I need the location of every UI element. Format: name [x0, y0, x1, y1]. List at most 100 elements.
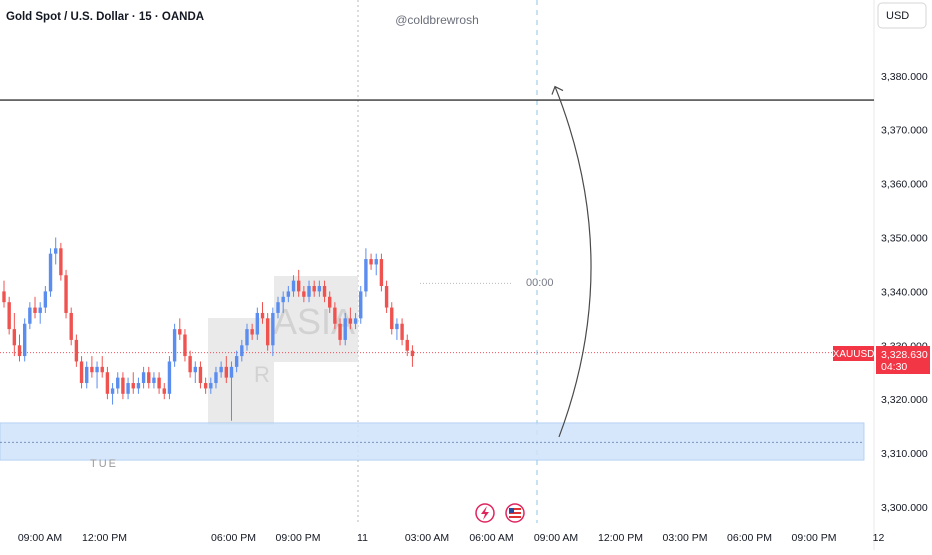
candle[interactable] [198, 361, 203, 389]
candle[interactable] [328, 291, 332, 313]
candle[interactable] [178, 318, 182, 340]
candle-body [333, 307, 337, 324]
candle[interactable] [69, 307, 73, 346]
price-axis-panel[interactable] [874, 0, 932, 550]
price-badge[interactable] [876, 346, 930, 374]
symbol-badge[interactable] [833, 346, 874, 361]
candle[interactable] [265, 312, 270, 351]
candle[interactable] [281, 291, 285, 313]
candle[interactable] [95, 361, 99, 389]
projection-arrow[interactable] [554, 86, 592, 438]
candle[interactable] [157, 372, 161, 394]
candle[interactable] [312, 280, 316, 297]
candle[interactable] [183, 329, 187, 362]
candle[interactable] [33, 296, 37, 319]
candle[interactable] [333, 302, 337, 330]
candle-body [338, 323, 342, 340]
candle[interactable] [260, 302, 265, 324]
demand-zone[interactable] [0, 422, 865, 461]
candle[interactable] [286, 286, 291, 303]
candle[interactable] [302, 286, 306, 303]
countdown-label: 04:30 [881, 361, 907, 373]
candle[interactable] [188, 350, 192, 378]
candle[interactable] [359, 286, 363, 324]
lightning-icon[interactable] [475, 503, 495, 523]
candle[interactable] [136, 377, 141, 394]
time-marker-label: 00:00 [526, 277, 554, 289]
candle[interactable] [271, 307, 275, 357]
candle[interactable] [172, 323, 177, 367]
candle[interactable] [353, 312, 358, 330]
candle[interactable] [110, 383, 115, 405]
candle[interactable] [167, 356, 172, 400]
candle[interactable] [276, 296, 280, 319]
candle[interactable] [395, 318, 399, 340]
candle-body [59, 248, 63, 276]
candle[interactable] [17, 334, 22, 362]
candle-body [255, 312, 260, 335]
candle[interactable] [2, 280, 6, 308]
candle[interactable] [85, 361, 89, 389]
us-flag-icon[interactable] [505, 503, 525, 523]
candle[interactable] [126, 377, 130, 400]
candle[interactable] [64, 269, 68, 319]
candle[interactable] [100, 356, 104, 378]
candle[interactable] [379, 253, 384, 292]
candle[interactable] [214, 366, 218, 389]
candle[interactable] [105, 366, 110, 400]
candle[interactable] [141, 366, 146, 389]
candle[interactable] [12, 312, 17, 357]
candle[interactable] [79, 356, 84, 389]
candle[interactable] [410, 345, 415, 367]
london-session-box[interactable] [208, 318, 274, 425]
candle-body [172, 329, 177, 362]
candle[interactable] [203, 377, 208, 394]
candle[interactable] [54, 237, 58, 265]
candle[interactable] [116, 372, 120, 394]
candle[interactable] [224, 356, 229, 384]
candle-body [384, 286, 389, 308]
candle[interactable] [193, 361, 197, 384]
candles [2, 237, 415, 421]
candle[interactable] [291, 275, 296, 297]
candle[interactable] [121, 372, 125, 400]
candle[interactable] [400, 318, 404, 346]
candle[interactable] [317, 280, 322, 297]
candle[interactable] [250, 323, 254, 340]
candle[interactable] [152, 372, 156, 389]
candle[interactable] [374, 253, 378, 276]
candle[interactable] [255, 307, 260, 340]
candle[interactable] [384, 280, 389, 313]
candle[interactable] [343, 312, 347, 346]
candle[interactable] [229, 361, 234, 421]
candle[interactable] [38, 302, 42, 324]
candle[interactable] [48, 248, 53, 297]
candle[interactable] [240, 339, 244, 362]
candle[interactable] [59, 242, 63, 281]
candle[interactable] [307, 280, 311, 303]
candle[interactable] [234, 350, 239, 373]
currency-button[interactable] [877, 2, 927, 29]
candle[interactable] [209, 377, 213, 394]
candle[interactable] [245, 323, 249, 351]
candle[interactable] [296, 269, 301, 297]
candle[interactable] [43, 286, 48, 313]
candle[interactable] [162, 383, 166, 400]
candle[interactable] [74, 334, 79, 367]
candle[interactable] [338, 318, 342, 346]
candle[interactable] [28, 302, 32, 330]
candle[interactable] [390, 302, 394, 335]
candle[interactable] [369, 253, 373, 270]
candle[interactable] [131, 372, 135, 394]
candle[interactable] [364, 248, 368, 297]
candle[interactable] [90, 356, 94, 378]
candle[interactable] [22, 318, 27, 362]
candle[interactable] [219, 361, 223, 378]
candle[interactable] [7, 296, 11, 335]
candle[interactable] [405, 334, 409, 357]
candle[interactable] [147, 366, 151, 389]
candle[interactable] [348, 307, 353, 330]
candle-body [265, 318, 270, 346]
candle[interactable] [322, 280, 327, 303]
